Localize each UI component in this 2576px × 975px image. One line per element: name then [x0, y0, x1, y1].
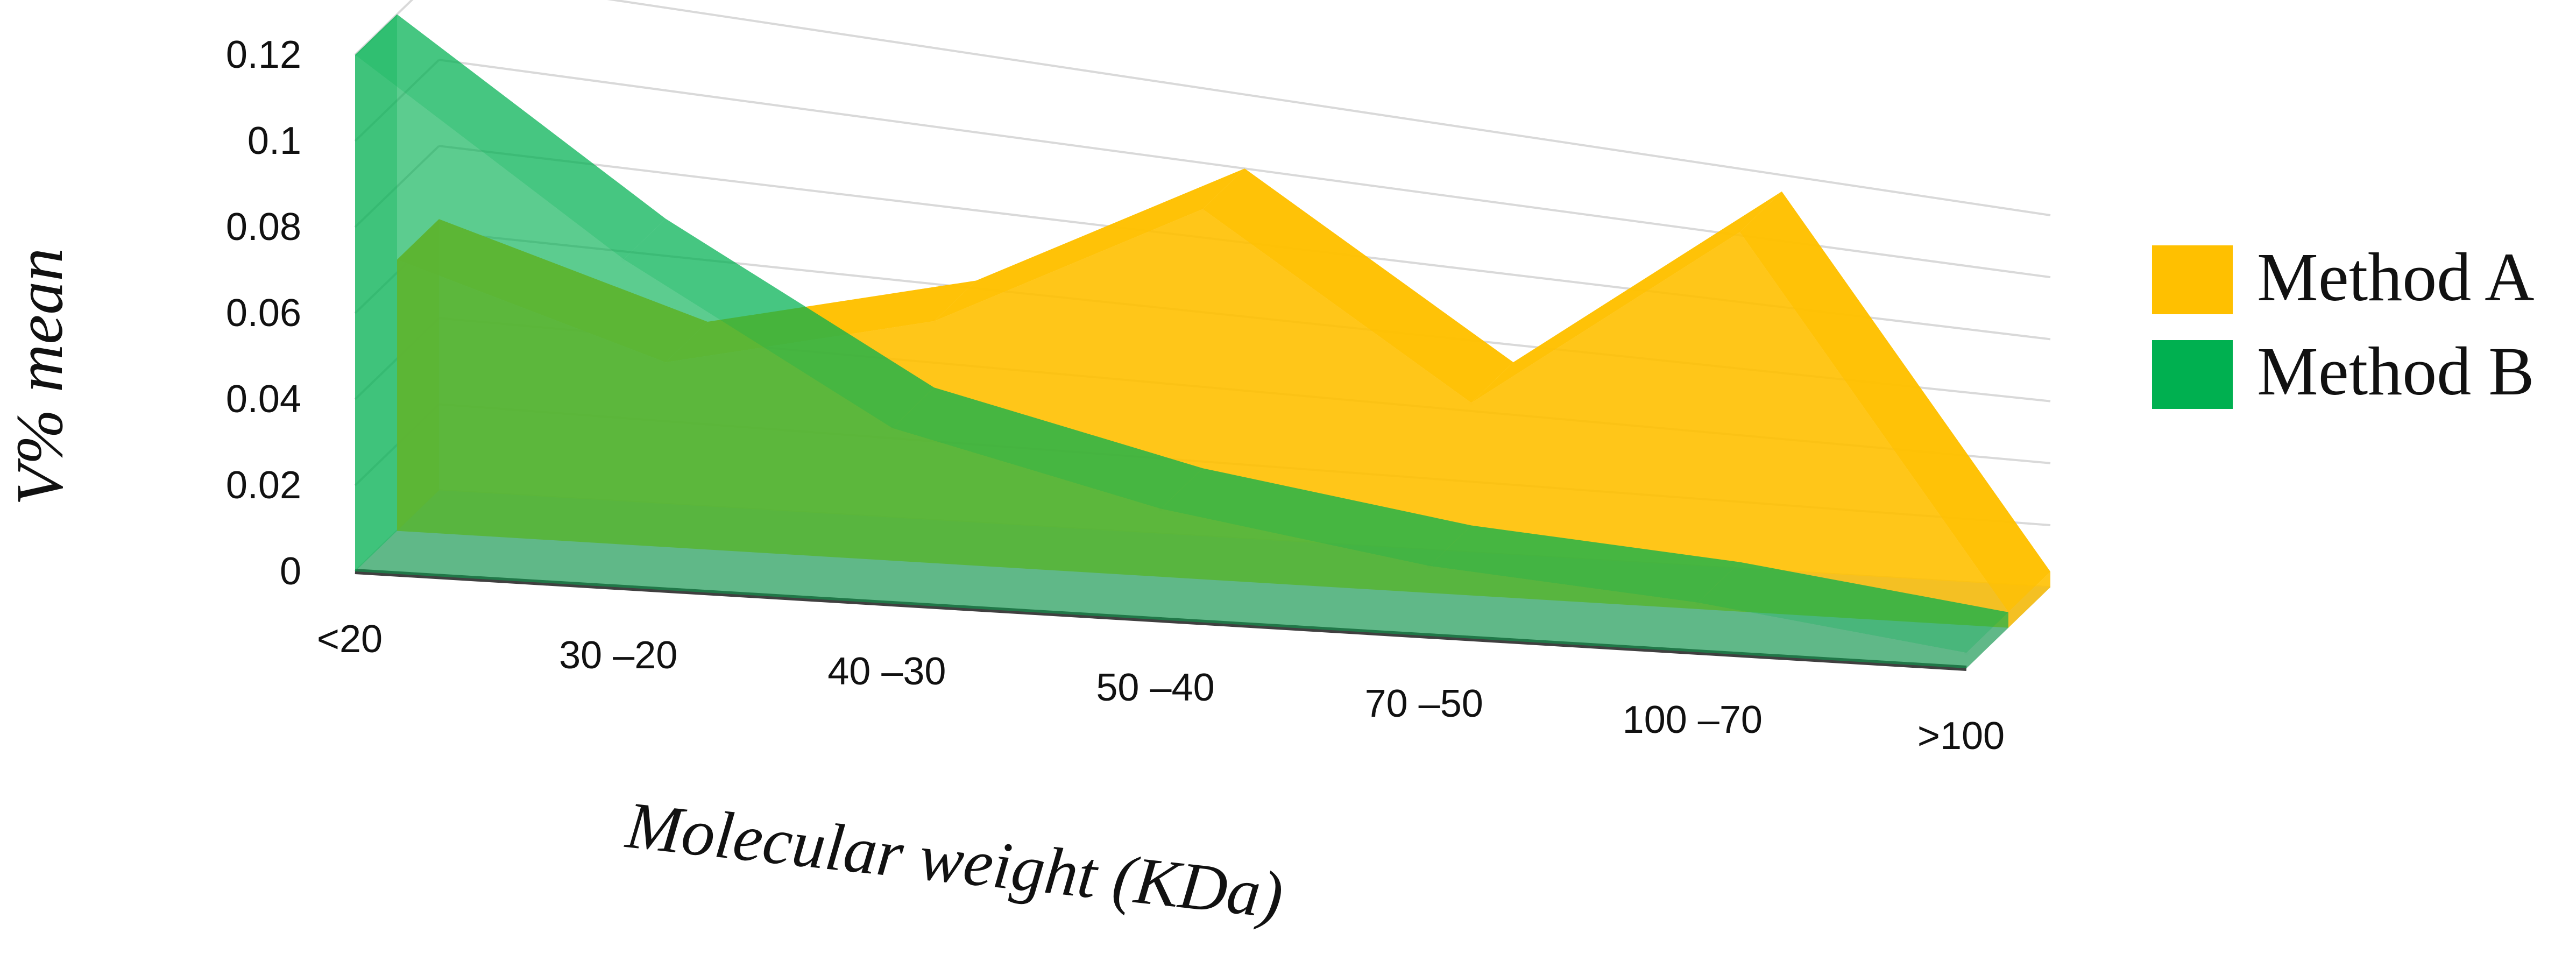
y-tick-label: 0: [280, 550, 301, 593]
legend: Method A Method B: [2152, 239, 2535, 409]
data-point: [1738, 230, 1742, 234]
data-point: [1469, 401, 1474, 405]
y-tick-label: 0.1: [247, 119, 301, 162]
x-axis-ticks: <20 30 –20 40 –30 50 –40 70 –50 100 –70 >100: [317, 618, 2005, 758]
area-top-segment: [892, 387, 1203, 509]
area-front-face: [355, 55, 1966, 668]
gridline: [607, 0, 2051, 216]
area-top-segment: [355, 14, 666, 259]
y-axis-ticks: 0 0.02 0.04 0.06 0.08 0.1 0.12: [226, 33, 301, 593]
area-top-segment: [624, 218, 935, 428]
legend-swatch-method-a: [2152, 245, 2233, 314]
series-method-b: [353, 14, 2008, 668]
legend-swatch-method-b: [2152, 340, 2233, 409]
data-point: [932, 319, 936, 323]
area-top-segment: [934, 168, 1245, 321]
data-point: [1427, 564, 1432, 568]
y-tick-label: 0.08: [226, 206, 301, 249]
x-axis-label: Molecular weight (KDa): [622, 788, 1287, 932]
y-tick-label: 0.06: [226, 292, 301, 335]
data-point: [353, 53, 357, 57]
x-tick-label: 100 –70: [1623, 698, 1763, 741]
data-point: [1159, 507, 1163, 511]
y-tick-label: 0.02: [226, 464, 301, 507]
x-tick-label: 70 –50: [1365, 682, 1483, 725]
data-point: [621, 257, 626, 262]
area-top-segment: [1429, 525, 1740, 603]
area-top-segment: [1739, 191, 2050, 612]
area-top-segment: [1471, 191, 1782, 403]
legend-label-method-a: Method A: [2257, 239, 2535, 315]
x-tick-label: 40 –30: [827, 650, 946, 693]
area-top-segment: [1160, 468, 1471, 566]
y-axis-label: V% mean: [3, 248, 76, 506]
area-right-side: [2008, 571, 2050, 628]
x-tick-label: 50 –40: [1096, 666, 1214, 709]
area-top-segment: [1202, 168, 1513, 403]
x-tick-label: <20: [317, 618, 383, 661]
area-right-side: [1966, 612, 2008, 668]
y-tick-label: 0.12: [226, 33, 301, 76]
data-point: [1964, 651, 1969, 655]
area-top-segment: [1697, 562, 2008, 653]
data-point: [890, 426, 894, 430]
x-tick-label: 30 –20: [559, 634, 677, 677]
x-tick-label: >100: [1917, 715, 2005, 758]
legend-label-method-b: Method B: [2257, 333, 2535, 409]
data-point: [1201, 207, 1205, 211]
y-tick-label: 0.04: [226, 378, 301, 421]
data-point: [1696, 600, 1700, 605]
